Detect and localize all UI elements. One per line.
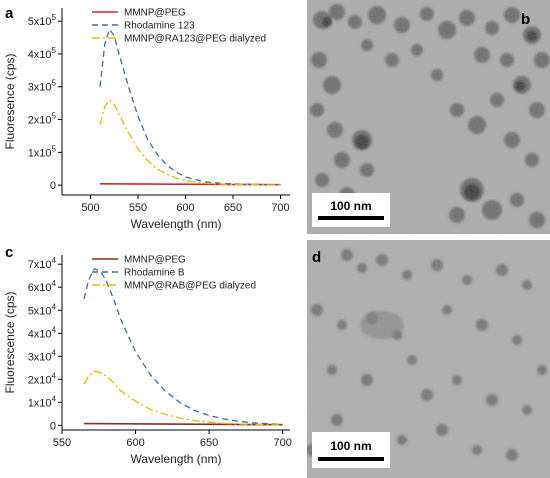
x-tick-label: 650 — [224, 202, 242, 214]
y-tick-label: 0 — [50, 420, 56, 432]
scale-bar-label-d: 100 nm — [330, 439, 371, 453]
legend-label-2: Rhodamine B — [124, 268, 185, 279]
panel-label-d: d — [312, 249, 321, 266]
y-axis-title: Fluorescence (cps) — [3, 291, 17, 393]
x-tick-label: 500 — [81, 202, 99, 214]
y-axis-title: Fluoresence (cps) — [3, 53, 17, 149]
x-axis-title: Wavelength (nm) — [131, 217, 222, 231]
y-tick-label: 5x105 — [28, 13, 57, 28]
y-tick-label: 3x104 — [28, 348, 57, 363]
legend-label-1: MMNP@PEG — [124, 8, 186, 19]
scale-bar-box-b — [312, 193, 390, 227]
panel-label-b: b — [521, 11, 530, 28]
y-tick-label: 4x104 — [28, 325, 57, 340]
panel-label-a: a — [5, 5, 14, 22]
x-axis-title: Wavelength (nm) — [131, 452, 222, 466]
tem-image-b: b 100 nm — [307, 0, 550, 234]
series-line-3 — [99, 98, 281, 186]
panel-label-c: c — [5, 244, 13, 261]
tem-micrograph-d: d 100 nm — [307, 240, 550, 478]
chart-c-fluorescence: c 550 600 650 700 0 1x104 2x104 3x104 4x104 5x104… — [3, 244, 292, 466]
y-tick-label: 6x104 — [28, 279, 57, 294]
legend-label-1: MMNP@PEG — [124, 255, 186, 266]
scale-bar-box-d — [312, 432, 390, 468]
chart-a-fluorescence: a 500 550 600 650 700 0 1x105 2x105 3x105 4x105 5x… — [3, 5, 290, 231]
x-tick-label: 600 — [126, 437, 144, 449]
legend-label-3: MMNP@RA123@PEG dialyzed — [124, 34, 266, 45]
x-tick-label: 700 — [271, 202, 289, 214]
scale-bar-b — [318, 216, 384, 220]
x-tick-label: 600 — [176, 202, 194, 214]
x-tick-label: 700 — [273, 437, 291, 449]
series-line-1 — [84, 422, 283, 426]
y-tick-label: 5x104 — [28, 302, 57, 317]
y-tick-label: 2x104 — [28, 371, 57, 386]
y-tick-label: 7x104 — [28, 256, 57, 271]
series-line-3 — [83, 370, 283, 426]
y-tick-label: 1x104 — [28, 394, 57, 409]
tem-micrograph-b: b 100 nm — [307, 0, 550, 234]
y-tick-label: 1x105 — [28, 144, 57, 159]
y-tick-label: 0 — [50, 180, 56, 192]
scale-bar-label-b: 100 nm — [330, 199, 371, 213]
x-tick-label: 550 — [129, 202, 147, 214]
series-line-2 — [99, 27, 281, 186]
series-line-2 — [83, 267, 283, 426]
tem-image-d: d 100 nm — [307, 240, 550, 478]
y-tick-label: 2x105 — [28, 112, 57, 127]
scale-bar-d — [318, 457, 384, 461]
legend-label-3: MMNP@RAB@PEG dialyzed — [124, 281, 256, 292]
y-tick-label: 3x105 — [28, 79, 57, 94]
y-tick-label: 4x105 — [28, 46, 57, 61]
x-tick-label: 650 — [200, 437, 218, 449]
x-tick-label: 550 — [53, 437, 71, 449]
legend-label-2: Rhodamine 123 — [124, 21, 195, 32]
